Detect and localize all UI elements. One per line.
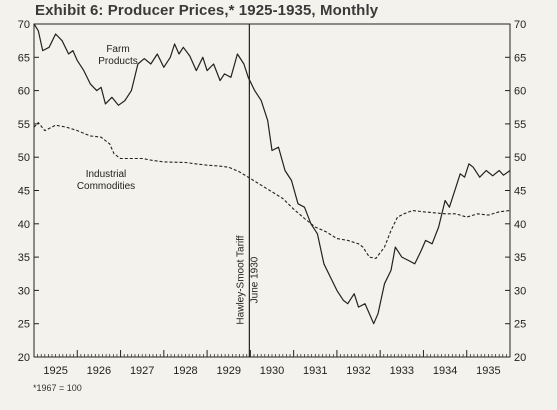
y-tick-label-left: 25 (18, 319, 30, 331)
x-tick-label: 1927 (130, 365, 154, 377)
x-tick-label: 1931 (303, 365, 327, 377)
farm-products-line (33, 23, 511, 325)
x-tick-label: 1928 (173, 365, 197, 377)
y-tick-label-right: 50 (514, 152, 526, 164)
y-tick-label-right: 55 (514, 119, 526, 131)
tariff-annotation-label: June 1930 (249, 256, 260, 303)
footnote: *1967 = 100 (33, 383, 82, 393)
y-tick-label-right: 25 (514, 319, 526, 331)
y-tick-label-left: 20 (18, 352, 30, 364)
x-tick-label: 1933 (390, 365, 414, 377)
farm-products-label: Farm (106, 44, 129, 55)
x-tick-label: 1926 (87, 365, 111, 377)
y-tick-label-right: 40 (514, 219, 526, 231)
y-tick-label-left: 45 (18, 186, 30, 198)
y-tick-label-right: 70 (514, 19, 526, 31)
x-tick-label: 1929 (216, 365, 240, 377)
y-tick-label-right: 30 (514, 285, 526, 297)
y-tick-label-right: 65 (514, 52, 526, 64)
x-tick-label: 1930 (260, 365, 284, 377)
x-tick-label: 1925 (43, 365, 67, 377)
y-tick-label-left: 65 (18, 52, 30, 64)
y-tick-label-left: 50 (18, 152, 30, 164)
y-tick-label-right: 60 (514, 86, 526, 98)
tariff-annotation-label: Hawley-Smoot Tariff (235, 235, 246, 324)
chart-title: Exhibit 6: Producer Prices,* 1925-1935, … (35, 2, 379, 19)
y-tick-label-left: 35 (18, 252, 30, 264)
y-tick-label-right: 45 (514, 186, 526, 198)
y-tick-label-left: 60 (18, 86, 30, 98)
industrial-commodities-label: Industrial (86, 169, 127, 180)
y-tick-label-left: 70 (18, 19, 30, 31)
industrial-commodities-line (33, 122, 511, 259)
y-tick-label-left: 30 (18, 285, 30, 297)
x-tick-label: 1935 (476, 365, 500, 377)
y-tick-label-right: 20 (514, 352, 526, 364)
farm-products-label: Products (98, 56, 137, 67)
y-tick-label-right: 35 (514, 252, 526, 264)
y-tick-label-left: 55 (18, 119, 30, 131)
x-tick-label: 1934 (433, 365, 457, 377)
industrial-commodities-label: Commodities (77, 181, 135, 192)
x-tick-label: 1932 (346, 365, 370, 377)
y-tick-label-left: 40 (18, 219, 30, 231)
